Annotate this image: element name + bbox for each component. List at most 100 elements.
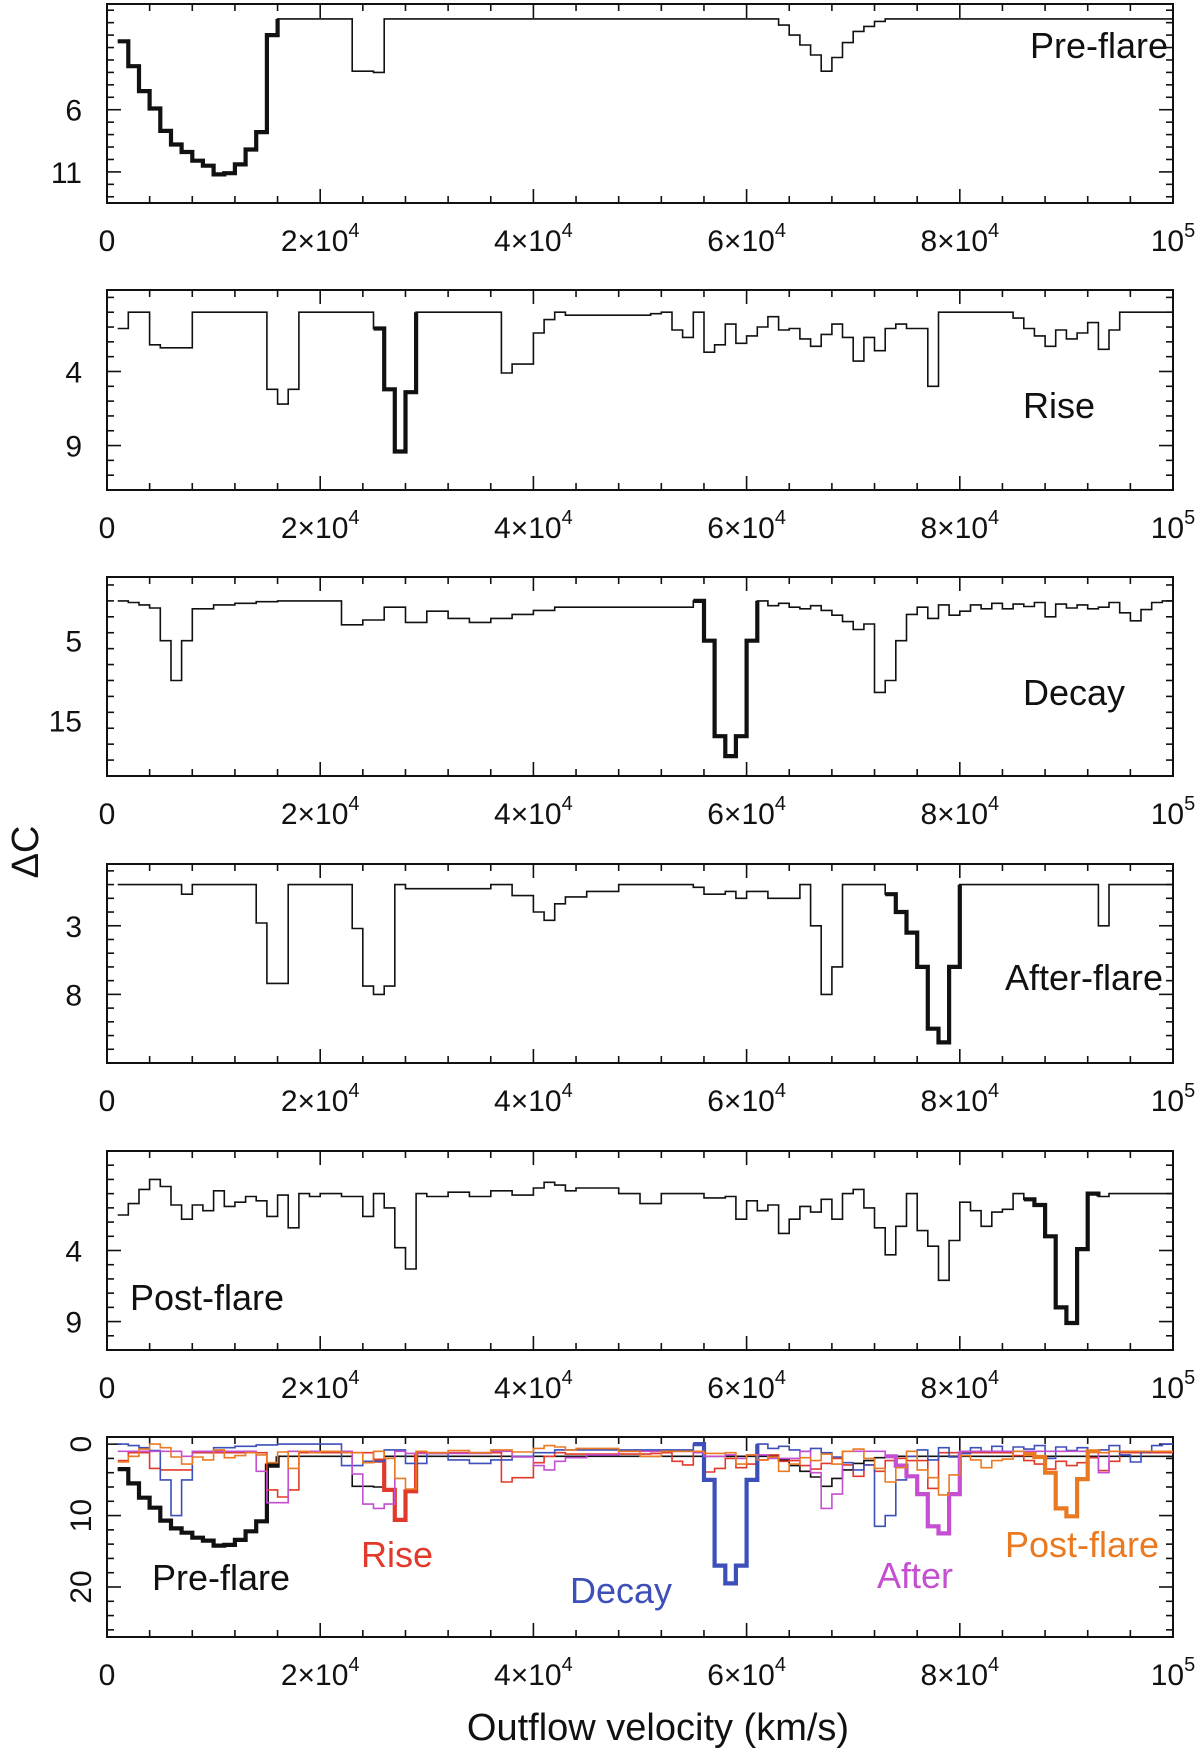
panel-label: Decay [570,1570,672,1611]
x-tick-exponent: 4 [562,220,573,242]
x-tick-exponent: 4 [775,1367,786,1389]
panel-label: After [877,1555,953,1596]
x-axis-label: Outflow velocity (km/s) [467,1707,849,1749]
panel-combined: 0 2×104 4×104 6×104 8×104 105 0 10 20 Pre-flare Ri… [65,1436,1195,1692]
y-tick-label: 8 [65,979,82,1012]
x-tick-label: 8×104 [920,1080,999,1118]
x-tick-exponent: 4 [562,1080,573,1102]
panel-label: Post-flare [130,1277,284,1318]
x-tick-exponent: 4 [988,1654,999,1676]
x-tick-label: 6×104 [707,1654,786,1692]
plot-frame [106,1436,1174,1638]
x-tick-label: 2×104 [281,220,360,258]
x-tick-label: 6×104 [707,1080,786,1118]
x-tick-label: 105 [1151,220,1196,258]
series-highlight-4 [1023,1191,1101,1326]
series-highlight-rise [373,1452,419,1522]
y-tick-label: 0 [65,1436,98,1453]
x-tick-label: 0 [99,225,116,258]
x-tick-label: 4×104 [494,1654,573,1692]
x-tick-exponent: 4 [348,1367,359,1389]
x-tick-label: 4×104 [494,1367,573,1405]
x-tick-label: 105 [1151,1367,1196,1405]
series-highlight-3 [885,884,962,1045]
y-tick-label: 5 [65,626,82,659]
x-tick-exponent: 4 [775,1080,786,1102]
plot-frame [106,1150,1174,1351]
x-tick-label: 4×104 [494,220,573,258]
plot-frame [106,576,1174,777]
x-tick-exponent: 4 [562,1367,573,1389]
series-highlight-2 [693,598,760,759]
x-tick-label: 105 [1151,793,1196,831]
panel-post-flare: 0 2×104 4×104 6×104 8×104 105 4 9 Post-flare [65,1150,1196,1405]
x-tick-label: 0 [99,1659,116,1692]
x-tick-exponent: 4 [348,793,359,815]
y-tick-label: 11 [51,157,82,190]
panel-label: After-flare [1005,957,1163,998]
x-tick-exponent: 5 [1184,1367,1195,1389]
x-tick-exponent: 4 [988,220,999,242]
x-tick-exponent: 4 [562,1654,573,1676]
plot-frame [106,289,1174,491]
x-tick-label: 0 [99,512,116,545]
x-tick-label: 2×104 [281,1080,360,1118]
series-highlight-decay [693,1442,760,1586]
x-tick-label: 8×104 [920,220,999,258]
y-tick-label: 20 [65,1570,98,1603]
x-tick-exponent: 5 [1184,1080,1195,1102]
series-line-0 [117,18,1173,176]
y-axis-label: ΔC [5,826,47,879]
x-tick-label: 6×104 [707,1367,786,1405]
x-tick-label: 8×104 [920,793,999,831]
x-tick-label: 8×104 [920,1654,999,1692]
x-tick-exponent: 5 [1184,1654,1195,1676]
plot-frame [106,3,1174,204]
x-tick-label: 4×104 [494,793,573,831]
y-tick-label: 4 [65,1236,82,1269]
x-tick-label: 2×104 [281,1367,360,1405]
x-tick-exponent: 4 [775,793,786,815]
panel-label: Post-flare [1005,1524,1159,1565]
x-tick-exponent: 4 [988,507,999,529]
x-tick-label: 6×104 [707,220,786,258]
panel-rise: 0 2×104 4×104 6×104 8×104 105 4 9 Rise [65,289,1196,545]
series-highlight-after [885,1451,962,1536]
x-tick-exponent: 4 [562,793,573,815]
y-tick-label: 15 [49,705,82,738]
x-tick-exponent: 4 [988,793,999,815]
x-tick-label: 6×104 [707,507,786,545]
panel-label: Rise [361,1534,433,1575]
panel-label: Pre-flare [152,1557,290,1598]
x-tick-label: 6×104 [707,793,786,831]
plot-frame [106,863,1174,1064]
x-tick-label: 4×104 [494,507,573,545]
x-tick-exponent: 4 [775,507,786,529]
x-tick-exponent: 5 [1184,220,1195,242]
x-tick-exponent: 5 [1184,793,1195,815]
x-tick-label: 105 [1151,507,1196,545]
y-tick-label: 4 [65,356,82,389]
x-tick-label: 0 [99,1085,116,1118]
x-tick-exponent: 4 [775,220,786,242]
series-line-2 [117,600,1173,757]
series-line-decay [117,1443,1173,1585]
x-tick-label: 105 [1151,1654,1196,1692]
x-tick-exponent: 4 [988,1367,999,1389]
x-tick-exponent: 4 [348,1080,359,1102]
x-tick-label: 8×104 [920,507,999,545]
x-tick-label: 2×104 [281,1654,360,1692]
y-tick-label: 3 [65,911,82,944]
series-line-4 [117,1178,1173,1324]
x-tick-exponent: 4 [348,1654,359,1676]
x-tick-label: 0 [99,798,116,831]
series-line-1 [117,311,1173,453]
series-line-post-flare [117,1443,1173,1518]
x-tick-label: 2×104 [281,507,360,545]
panel-label: Rise [1023,385,1095,426]
panel-pre-flare: 0 2×104 4×104 6×104 8×104 105 6 11 Pre-flare [51,3,1196,258]
series-highlight-pre-flare [117,1456,280,1548]
x-tick-exponent: 4 [775,1654,786,1676]
series-highlight-0 [117,18,280,177]
